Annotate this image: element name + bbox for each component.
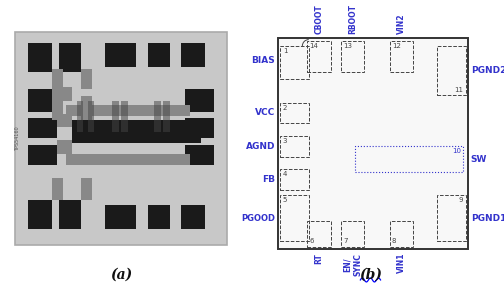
Bar xyxy=(81,69,92,90)
Bar xyxy=(185,90,214,112)
Bar xyxy=(185,145,214,165)
Text: 11: 11 xyxy=(455,87,464,93)
Text: 13: 13 xyxy=(343,43,352,49)
Bar xyxy=(148,205,170,229)
Text: FB: FB xyxy=(263,175,275,184)
Bar xyxy=(112,101,119,132)
Bar xyxy=(59,200,81,229)
Text: CBOOT: CBOOT xyxy=(314,5,324,35)
Text: EN/
SYNC: EN/ SYNC xyxy=(343,253,362,276)
Text: VIN1: VIN1 xyxy=(397,253,406,273)
Text: RBOOT: RBOOT xyxy=(348,4,357,35)
Text: SW: SW xyxy=(471,155,487,164)
Text: 9: 9 xyxy=(459,197,464,203)
Text: RT: RT xyxy=(314,253,324,264)
Bar xyxy=(181,43,205,67)
Bar xyxy=(280,195,309,241)
Bar xyxy=(148,43,170,67)
Text: 14: 14 xyxy=(309,43,319,49)
Bar xyxy=(105,43,137,67)
Text: BIAS: BIAS xyxy=(251,56,275,65)
Text: VIN2: VIN2 xyxy=(397,14,406,35)
Bar xyxy=(278,38,468,249)
Bar xyxy=(307,221,331,247)
Bar xyxy=(28,118,56,138)
Text: AGND: AGND xyxy=(246,142,275,151)
Bar xyxy=(52,69,64,90)
Text: PGND1: PGND1 xyxy=(471,214,504,223)
Bar xyxy=(437,46,466,95)
Bar xyxy=(56,141,72,154)
Bar xyxy=(280,136,309,157)
Text: 8: 8 xyxy=(392,238,396,245)
Bar xyxy=(28,43,52,72)
Bar xyxy=(390,221,413,247)
Bar xyxy=(66,105,190,116)
Bar xyxy=(59,43,81,72)
Bar xyxy=(56,87,72,101)
Bar xyxy=(181,205,205,229)
Bar xyxy=(280,46,309,79)
Text: 6: 6 xyxy=(309,238,314,245)
Bar xyxy=(390,41,413,72)
Text: 2: 2 xyxy=(283,105,287,111)
Text: 4: 4 xyxy=(283,171,287,177)
Bar xyxy=(28,200,52,229)
Bar xyxy=(437,195,466,241)
Bar xyxy=(341,221,364,247)
Text: 10: 10 xyxy=(452,148,461,154)
Bar xyxy=(121,101,128,132)
Bar xyxy=(52,90,64,120)
Bar xyxy=(355,146,463,172)
Bar xyxy=(52,178,64,200)
Text: PGND2: PGND2 xyxy=(471,66,504,75)
Bar xyxy=(88,101,94,132)
Bar xyxy=(185,118,214,138)
Bar xyxy=(105,205,137,229)
Bar xyxy=(66,154,190,165)
Text: 1: 1 xyxy=(283,48,288,54)
Bar xyxy=(72,120,201,143)
Text: VCC: VCC xyxy=(255,108,275,117)
Bar xyxy=(307,41,331,72)
Text: 3: 3 xyxy=(283,138,287,144)
Bar xyxy=(280,103,309,123)
Bar xyxy=(28,90,56,112)
Text: 5: 5 xyxy=(283,197,287,203)
Bar xyxy=(77,101,83,132)
Text: 7: 7 xyxy=(343,238,347,245)
Text: PGOOD: PGOOD xyxy=(241,214,275,223)
Bar xyxy=(154,101,161,132)
Bar xyxy=(81,178,92,200)
Bar xyxy=(81,96,92,120)
Text: (a): (a) xyxy=(110,268,132,282)
Bar xyxy=(163,101,170,132)
Text: TPS54160: TPS54160 xyxy=(15,126,20,151)
Bar xyxy=(56,114,72,127)
Bar xyxy=(28,145,56,165)
Bar xyxy=(341,41,364,72)
Text: 12: 12 xyxy=(392,43,401,49)
Bar xyxy=(280,169,309,190)
Text: (b): (b) xyxy=(359,268,382,282)
